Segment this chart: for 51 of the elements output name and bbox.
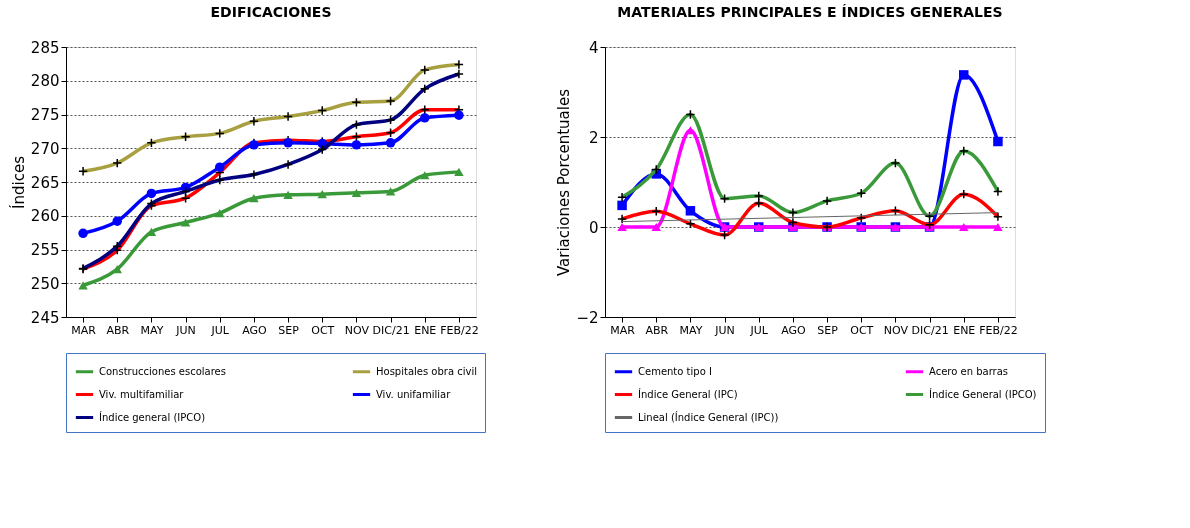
legend-label: Viv. unifamiliar	[376, 388, 452, 400]
x-tick-label: SEP	[278, 323, 300, 337]
x-tick-label: JUN	[714, 323, 735, 337]
legend-label: Índice General (IPCO)	[929, 387, 1037, 400]
x-tick-label: ABR	[106, 323, 130, 337]
y-tick-label: 280	[30, 72, 60, 91]
x-tick-label: ENE	[953, 323, 976, 337]
x-tick-label: OCT	[850, 323, 874, 337]
legend-label: Lineal (Índice General (IPC))	[638, 410, 779, 423]
x-tick-label: OCT	[311, 323, 335, 337]
y-tick-label: 260	[30, 207, 60, 226]
legend-label: Índice General (IPC)	[638, 387, 738, 400]
x-tick-label: DIC/21	[911, 323, 949, 337]
x-tick-label: ENE	[414, 323, 437, 337]
x-tick-label: JUL	[210, 323, 230, 337]
legend-label: Construcciones escolares	[99, 365, 226, 377]
x-tick-label: MAY	[679, 323, 703, 337]
chart-title: EDIFICACIONES	[210, 4, 332, 20]
x-tick-label: FEB/22	[979, 323, 1018, 337]
x-tick-label: FEB/22	[440, 323, 479, 337]
y-tick-label: 275	[30, 106, 60, 124]
legend-label: Cemento tipo I	[638, 365, 712, 377]
y-tick-label: 2	[588, 128, 599, 147]
y-axis-title: Índices	[8, 155, 28, 209]
x-tick-label: SEP	[817, 323, 839, 337]
x-tick-label: AGO	[242, 323, 268, 337]
x-tick-label: NOV	[344, 323, 370, 337]
x-tick-label: NOV	[883, 323, 909, 337]
legend-label: Viv. multifamiliar	[99, 388, 185, 400]
chart-title: MATERIALES PRINCIPALES E ÍNDICES GENERALES	[617, 4, 1003, 20]
y-tick-label: 245	[30, 308, 60, 327]
legend-label: Acero en barras	[929, 365, 1009, 377]
y-tick-label: 270	[30, 139, 60, 158]
x-tick-label: AGO	[781, 323, 807, 337]
legend-label: Índice general (IPCO)	[99, 410, 206, 423]
x-tick-label: DIC/21	[372, 323, 410, 337]
x-tick-label: JUN	[175, 323, 196, 337]
x-tick-label: MAR	[71, 323, 97, 337]
y-tick-label: 265	[30, 173, 60, 192]
y-tick-label: 250	[30, 274, 60, 293]
y-tick-label: −2	[576, 308, 599, 327]
x-tick-label: MAY	[140, 323, 164, 337]
y-tick-label: 285	[30, 38, 60, 57]
y-axis-title: Variaciones Porcentuales	[555, 88, 574, 277]
y-tick-label: 0	[588, 218, 599, 237]
legend-label: Hospitales obra civil	[376, 365, 477, 377]
x-tick-label: JUL	[749, 323, 769, 337]
x-tick-label: ABR	[645, 323, 669, 337]
y-tick-label: 255	[30, 241, 60, 259]
y-tick-label: 4	[588, 38, 599, 57]
x-tick-label: MAR	[610, 323, 636, 337]
